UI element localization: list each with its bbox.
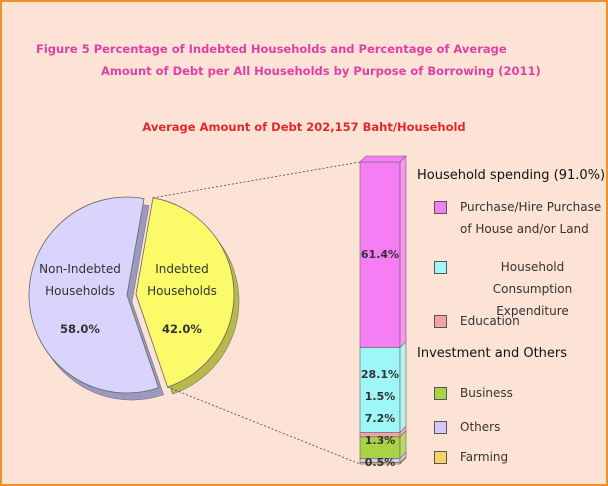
pie-value-label: 58.0%	[60, 322, 100, 336]
legend-label: Purchase/Hire Purchase of House and/or L…	[460, 200, 602, 236]
legend-label: Business	[460, 386, 513, 400]
title-line: Amount of Debt per All Households by Pur…	[101, 64, 541, 78]
legend-swatch	[434, 451, 447, 464]
bar-segment	[359, 347, 401, 433]
legend-label: Others	[460, 420, 501, 434]
bar-value-label: 28.1%	[360, 368, 400, 382]
legend-swatch	[434, 315, 447, 328]
pie-slice	[28, 196, 160, 394]
bar-value-label: 1.5%	[364, 390, 396, 404]
legend-label: Education	[460, 314, 520, 328]
bar-value-label: 61.4%	[360, 247, 400, 261]
legend-swatch	[434, 261, 447, 274]
connector-line	[152, 161, 361, 199]
legend-swatch	[434, 387, 447, 400]
legend-label: Household Consumption Expenditure	[492, 260, 573, 318]
pie-label: Non-Indebted Households	[39, 262, 121, 298]
bar-value-label: 0.5%	[364, 456, 396, 470]
bar-top	[359, 155, 407, 163]
subtitle: Average Amount of Debt 202,157 Baht/Hous…	[142, 120, 466, 134]
bar-value-label: 1.3%	[364, 434, 396, 448]
legend-swatch	[434, 201, 447, 214]
pie-value-label: 42.0%	[162, 322, 202, 336]
pie-label: Indebted Households	[147, 262, 217, 298]
pie-slice	[135, 197, 235, 388]
bar-segment-side	[399, 155, 407, 349]
legend-group-title: Household spending (91.0%)	[417, 168, 606, 183]
bar-value-label: 7.2%	[364, 412, 396, 426]
title-line: Figure 5 Percentage of Indebted Househol…	[36, 42, 507, 56]
legend-group-title: Investment and Others	[417, 346, 568, 361]
legend-swatch	[434, 421, 447, 434]
bar-segment-side	[399, 340, 407, 434]
legend-label: Farming	[460, 450, 509, 464]
connector-line	[167, 386, 361, 465]
